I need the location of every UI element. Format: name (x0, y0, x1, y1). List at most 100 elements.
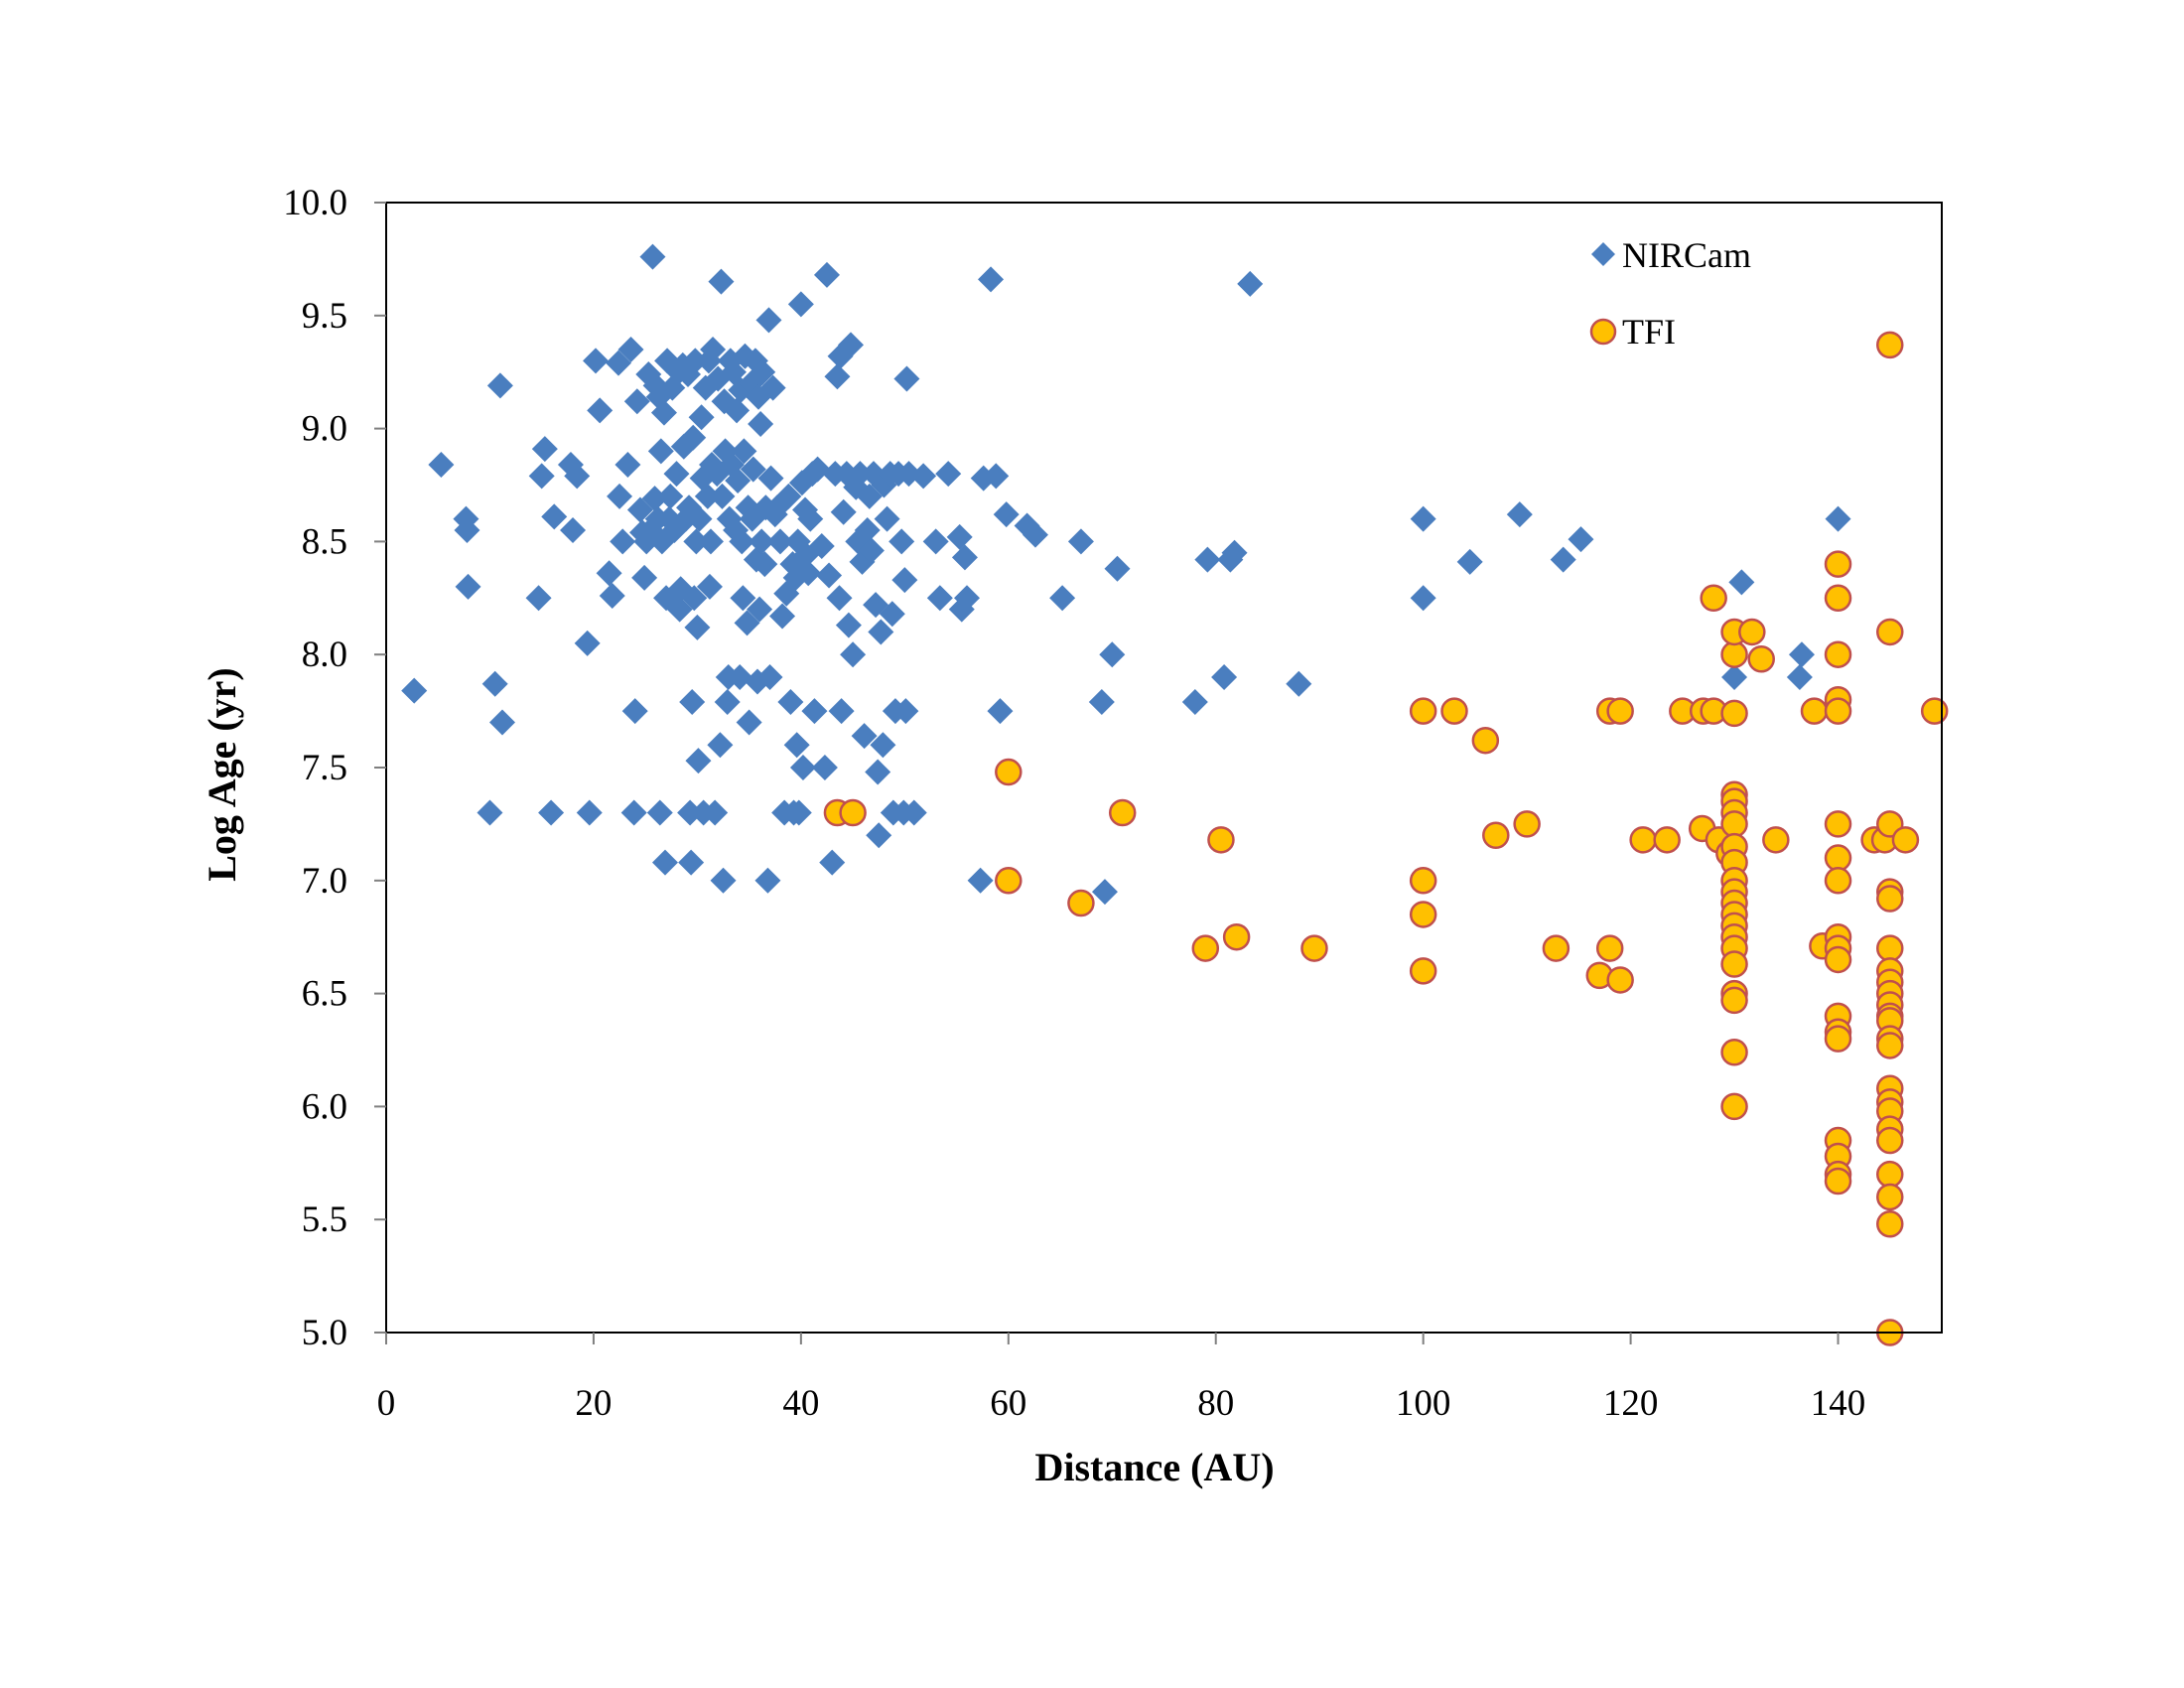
tfi-point (1824, 584, 1852, 613)
nircam-point (621, 698, 648, 725)
nircam-point (816, 562, 843, 589)
nircam-point (599, 583, 625, 610)
nircam-point (826, 585, 853, 612)
tfi-point (1513, 810, 1541, 838)
nircam-point (900, 799, 927, 826)
nircam-point (1721, 663, 1748, 690)
nircam-point (617, 336, 644, 362)
nircam-point (922, 528, 949, 555)
nircam-point (652, 849, 679, 876)
x-tick-label: 80 (1197, 1383, 1234, 1424)
nircam-point (486, 372, 513, 399)
nircam-point (714, 688, 741, 715)
nircam-point (685, 748, 712, 774)
nircam-point (688, 404, 715, 431)
nircam-point (1410, 505, 1436, 532)
chart-axes: 0 20 40 60 80 100 120 140 5.0 5.5 6.0 6.5 7.0 7.5 8.0 8… (283, 183, 1943, 1424)
nircam-point (983, 463, 1010, 490)
nircam-point (775, 483, 802, 509)
legend-entry-nircam: NIRCam (1591, 235, 1751, 275)
nircam-point (650, 399, 677, 426)
nircam-point (681, 585, 708, 612)
tfi-point (1720, 1039, 1748, 1066)
nircam-point (631, 564, 658, 591)
nircam-point (777, 688, 804, 715)
legend-tfi-circle-marker (1589, 318, 1617, 346)
nircam-point (610, 528, 636, 555)
tfi-point (995, 867, 1023, 895)
tfi-point (1409, 901, 1437, 928)
nircam-point (560, 517, 587, 544)
nircam-point (868, 619, 894, 645)
nircam-point (795, 560, 822, 587)
nircam-point (811, 755, 838, 780)
y-tick-label: 8.0 (302, 634, 347, 675)
nircam-point (766, 528, 793, 555)
nircam-point (1568, 526, 1594, 553)
tfi-point (1720, 640, 1748, 668)
tfi-point (1824, 945, 1852, 974)
nircam-point (1194, 546, 1221, 573)
nircam-point (1237, 270, 1264, 297)
nircam-point (1788, 641, 1815, 668)
tfi-point (1876, 1160, 1904, 1189)
nircam-point (749, 528, 775, 555)
nircam-point (489, 709, 516, 736)
nircam-point (1049, 585, 1076, 612)
y-tick-label: 9.0 (302, 409, 347, 450)
nircam-point (657, 483, 684, 509)
nircam-point (785, 799, 812, 826)
nircam-point (696, 573, 723, 600)
nircam-point (606, 350, 632, 376)
tfi-point (1824, 867, 1852, 895)
nircam-point (858, 537, 885, 564)
tfi-point (1542, 934, 1570, 962)
nircam-point (835, 612, 862, 638)
nircam-point (1506, 501, 1533, 528)
tfi-point (1629, 826, 1657, 854)
nircam-point (787, 291, 814, 318)
nircam-point (564, 463, 591, 490)
nircam-point (801, 698, 828, 725)
y-tick-label: 6.5 (302, 974, 347, 1015)
nircam-point (808, 532, 835, 559)
nircam-point (856, 483, 883, 509)
x-tick-label: 40 (782, 1383, 819, 1424)
nircam-point (623, 388, 650, 415)
nircam-point (993, 501, 1020, 528)
tfi-point (1824, 1025, 1852, 1053)
nircam-point (1091, 879, 1118, 906)
tfi-point (1824, 810, 1852, 838)
nircam-point (830, 498, 857, 525)
legend-label-tfi: TFI (1622, 312, 1676, 352)
nircam-point (724, 397, 751, 424)
nircam-point (819, 849, 846, 876)
nircam-point (751, 551, 778, 578)
tfi-point (1606, 966, 1634, 994)
legend: NIRCam TFI (1589, 235, 1751, 352)
x-tick-label: 20 (575, 1383, 612, 1424)
nircam-point (910, 463, 937, 490)
nircam-point (1825, 505, 1851, 532)
nircam-point (865, 759, 891, 785)
nircam-point (838, 332, 865, 358)
nircam-point (727, 663, 753, 690)
nircam-point (1550, 546, 1576, 573)
tfi-point (1409, 867, 1437, 895)
nircam-point (576, 799, 603, 826)
tfi-point (1409, 697, 1437, 725)
tfi-point (1409, 957, 1437, 985)
nircam-point (736, 709, 762, 736)
nircam-point (697, 528, 724, 555)
tfi-point (1067, 889, 1095, 917)
nircam-point (428, 452, 455, 479)
tfi-point (1108, 798, 1137, 827)
tfi-point (1876, 618, 1904, 646)
nircam-point (646, 799, 673, 826)
nircam-point (708, 268, 735, 295)
nircam-point (1410, 585, 1436, 612)
tfi-point (1876, 1032, 1904, 1059)
nircam-point (756, 663, 783, 690)
tfi-point (1876, 1183, 1904, 1211)
